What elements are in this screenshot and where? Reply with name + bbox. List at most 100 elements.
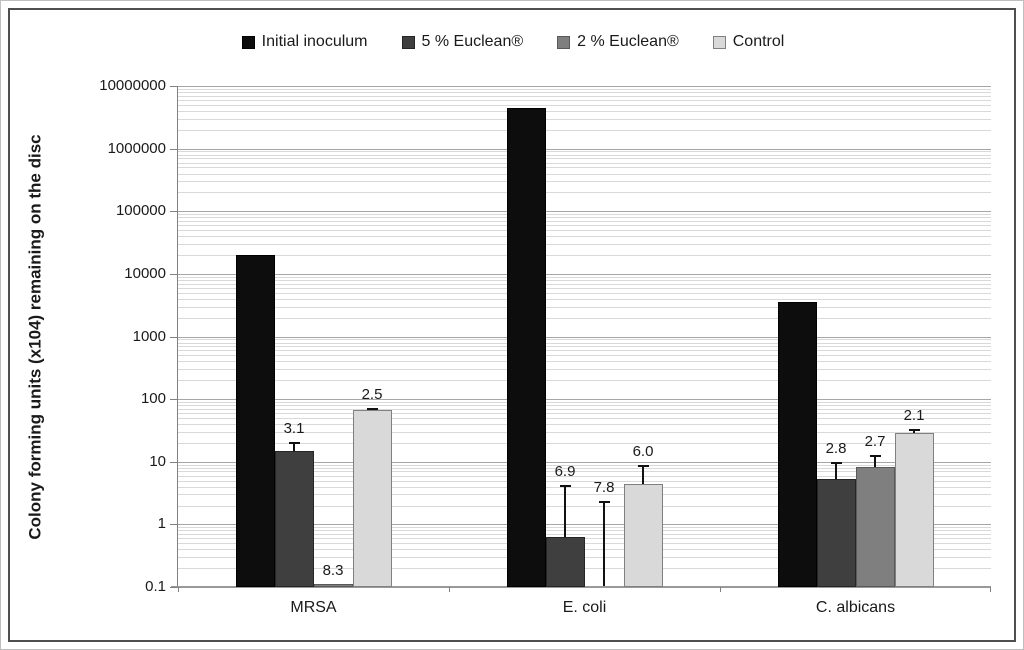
gridline-minor <box>178 413 991 415</box>
legend-label: Initial inoculum <box>261 33 368 50</box>
gridline-minor <box>178 557 991 559</box>
gridline-minor <box>178 220 991 222</box>
gridline-minor <box>178 217 991 219</box>
legend-item: 2 % Euclean® <box>557 33 679 51</box>
y-tick-mark <box>170 211 178 213</box>
figure-border <box>8 8 1016 642</box>
bar-value-label: 2.8 <box>825 439 847 457</box>
gridline-minor <box>178 568 991 570</box>
gridline-major <box>178 148 991 150</box>
gridline-minor <box>178 405 991 407</box>
x-category-label: MRSA <box>290 599 337 616</box>
error-bar-cap <box>830 461 842 464</box>
gridline-minor <box>178 283 991 285</box>
error-bar-cap <box>366 408 378 411</box>
bar <box>855 466 895 587</box>
gridline-minor <box>178 408 991 410</box>
error-bar <box>564 485 566 537</box>
bar-value-label: 2.5 <box>361 386 383 404</box>
y-tick-mark <box>170 461 178 463</box>
y-tick-label: 100000 <box>115 202 166 220</box>
gridline-minor <box>178 486 991 488</box>
gridline-minor <box>178 317 991 319</box>
gridline-minor <box>178 298 991 300</box>
bar <box>313 584 353 587</box>
gridline-major <box>178 211 991 213</box>
gridline-major <box>178 273 991 275</box>
gridline-minor <box>178 243 991 245</box>
y-tick-label: 1000000 <box>107 139 166 157</box>
gridline-major <box>178 524 991 526</box>
legend-item: Control <box>712 33 785 51</box>
gridline-minor <box>178 380 991 382</box>
y-tick-mark <box>170 524 178 526</box>
legend-swatch-icon <box>557 35 571 49</box>
gridline-minor <box>178 369 991 371</box>
bar <box>545 536 585 587</box>
gridline-major <box>178 86 991 87</box>
gridline-minor <box>178 549 991 551</box>
bar-value-label: 3.1 <box>283 419 305 437</box>
gridline-minor <box>178 92 991 94</box>
gridline-minor <box>178 342 991 344</box>
y-tick-label: 10 <box>149 452 166 470</box>
gridline-minor <box>178 494 991 496</box>
gridline-minor <box>178 442 991 444</box>
error-bar <box>835 461 837 480</box>
y-axis-title-text: Colony forming units (x104) remaining on… <box>26 133 45 540</box>
legend-label: 2 % Euclean® <box>577 33 679 50</box>
gridline-minor <box>178 431 991 433</box>
gridline-minor <box>178 287 991 289</box>
gridline-minor <box>178 167 991 169</box>
legend-swatch-icon <box>401 35 415 49</box>
gridline-minor <box>178 467 991 469</box>
gridline-minor <box>178 158 991 160</box>
error-bar-cap <box>559 485 571 488</box>
error-bar <box>603 500 605 586</box>
bar-value-label: 8.3 <box>322 562 344 580</box>
gridline-minor <box>178 464 991 466</box>
gridline-minor <box>178 236 991 238</box>
gridline-minor <box>178 181 991 183</box>
x-tick-mark <box>720 587 721 592</box>
legend-label: Control <box>732 33 785 50</box>
bar-value-label: 6.9 <box>554 463 576 481</box>
error-bar-cap <box>598 500 610 503</box>
bar-value-label: 6.0 <box>632 442 654 460</box>
gridline-minor <box>178 99 991 101</box>
gridline-minor <box>178 230 991 232</box>
gridline-minor <box>178 129 991 131</box>
y-tick-label: 1 <box>157 515 166 533</box>
gridline-minor <box>178 355 991 357</box>
gridline-minor <box>178 346 991 348</box>
x-category-label: C. albicans <box>815 599 896 616</box>
bar <box>816 479 856 587</box>
legend-item: Initial inoculum <box>241 33 368 51</box>
legend-swatch-icon <box>241 35 255 49</box>
gridline-minor <box>178 104 991 106</box>
gridline-minor <box>178 173 991 175</box>
x-category-label: E. coli <box>562 599 607 616</box>
plot-area: 10000000 1000000 100000 10000 1000 100 10 1 0.1 3… <box>99 77 991 616</box>
error-bar-cap <box>637 464 649 467</box>
y-tick-mark <box>170 336 178 338</box>
error-bar <box>642 464 644 485</box>
bar <box>623 484 663 587</box>
gridline-minor <box>178 475 991 477</box>
bar <box>777 301 817 587</box>
y-tick-mark <box>170 273 178 275</box>
gridline-minor <box>178 118 991 120</box>
gridline-minor <box>178 95 991 97</box>
bar <box>274 450 314 587</box>
gridline-minor <box>178 505 991 507</box>
gridline-minor <box>178 279 991 281</box>
gridline-minor <box>178 538 991 540</box>
x-tick-mark <box>990 587 991 592</box>
gridline-minor <box>178 162 991 164</box>
legend: Initial inoculum 5 % Euclean® 2 % Euclean®… <box>1 29 1023 55</box>
y-tick-mark <box>170 86 178 87</box>
bar-value-label: 2.1 <box>903 407 925 425</box>
gridline-minor <box>178 214 991 216</box>
y-tick-mark <box>170 148 178 150</box>
